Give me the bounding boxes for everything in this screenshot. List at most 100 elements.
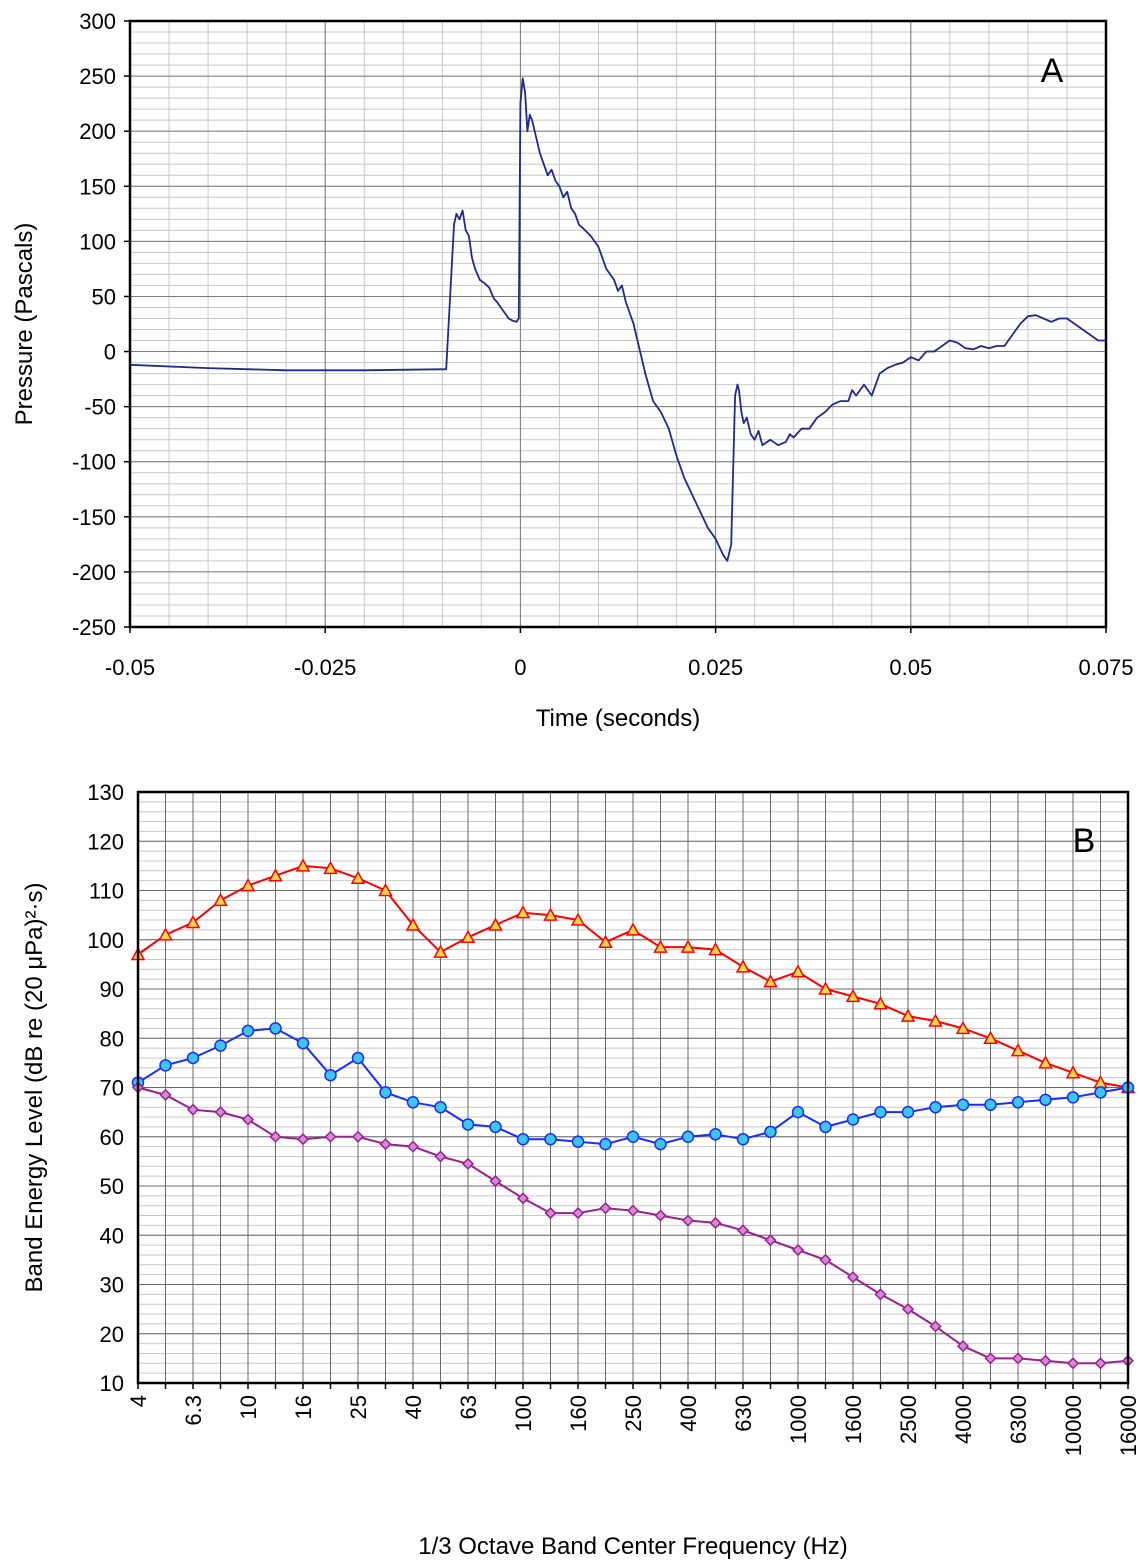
y-tick-label: 300 [79,9,116,34]
x-tick-label: -0.025 [294,655,356,680]
diamond-marker [929,1320,942,1333]
pressure-chart-x-axis-label: Time (seconds) [536,705,700,732]
y-tick-label: 120 [87,829,124,854]
diamond-marker [434,1150,447,1163]
triangle-marker [900,1008,916,1022]
triangle-marker [158,927,173,941]
circle-marker [791,1105,805,1119]
circle-marker [654,1137,667,1151]
circle-marker [1094,1086,1107,1099]
y-tick-label: 70 [100,1076,124,1101]
x-tick-label: 400 [676,1395,701,1432]
pressure-chart-panel: 300 250 200 150 100 50 0 -50 -100 -150 -200 -250 -0.… [11,9,1134,732]
diamond-marker [516,1192,530,1205]
x-tick-label: 160 [566,1395,591,1432]
y-tick-label: 60 [100,1125,124,1150]
triangle-marker [433,944,448,958]
circle-marker [1011,1096,1025,1109]
x-tick-label: 0 [514,655,526,680]
y-tick-label: 40 [100,1223,124,1248]
diamond-marker [654,1209,667,1222]
circle-marker [984,1098,997,1111]
pressure-series-line [129,77,1106,562]
diamond-marker [571,1207,585,1220]
y-tick-label: 110 [89,879,124,904]
band-energy-chart-series [130,858,1136,1370]
diamond-marker [544,1207,557,1220]
triangle-marker [708,942,723,956]
circle-marker [214,1039,227,1052]
band-energy-chart-grid [137,791,1129,1384]
diamond-marker [984,1352,997,1365]
diamond-marker [461,1157,475,1170]
diamond-marker [296,1133,310,1146]
triangle-marker [680,939,696,953]
circle-marker [406,1096,420,1109]
circle-marker [599,1137,612,1151]
diamond-marker [626,1204,640,1217]
y-tick-label: 90 [100,977,124,1002]
band-energy-chart-frame [136,790,1130,1385]
y-tick-label: 150 [79,174,116,199]
circle-marker [461,1118,475,1131]
circle-marker [764,1125,777,1139]
triangle-marker [598,934,613,948]
triangle-marker [653,939,668,953]
x-tick-label: 4000 [951,1395,976,1444]
triangle-marker [735,959,751,973]
triangle-marker [928,1013,943,1027]
diamond-marker [736,1224,750,1237]
y-tick-label: 130 [87,780,124,805]
circle-marker [434,1100,447,1114]
panel-label-a: A [1041,52,1064,90]
triangle-marker [1038,1055,1053,1069]
x-tick-label: 63 [456,1395,481,1419]
circle-marker [736,1132,750,1146]
triangle-marker [955,1020,971,1035]
y-tick-label: -100 [72,450,116,475]
circle-marker [571,1135,585,1148]
y-tick-label: 200 [79,119,116,144]
circle-marker [324,1068,337,1082]
triangle-marker [845,988,861,1003]
triangle-marker [1010,1042,1026,1057]
diamond-marker [269,1130,282,1143]
triangle-marker [488,917,503,931]
triangle-marker [1065,1065,1081,1079]
y-tick-label: -200 [72,560,116,585]
circle-marker [379,1086,392,1099]
triangle-marker [405,917,421,931]
y-tick-label: -50 [84,395,116,420]
triangle-marker [763,974,778,988]
x-tick-label: 4 [126,1395,151,1407]
x-tick-label: 10 [236,1395,261,1419]
y-tick-label: 80 [100,1026,124,1051]
triangle-marker [323,860,338,875]
x-tick-label: 16000 [1116,1395,1141,1456]
triangle-marker [543,907,558,921]
circle-marker [351,1051,365,1065]
triangle-marker [570,912,586,926]
diamond-marker [406,1140,420,1153]
diamond-marker [379,1138,392,1151]
diamond-marker [956,1340,970,1353]
y-tick-label: 50 [100,1174,124,1199]
diamond-marker [846,1271,860,1284]
y-tick-label: 100 [79,229,116,254]
diamond-marker [901,1303,915,1316]
triangle-marker [790,964,806,978]
diamond-marker [874,1288,887,1301]
circle-marker [819,1120,832,1134]
x-tick-label: 6300 [1006,1395,1031,1444]
x-tick-label: 630 [731,1395,756,1432]
diamond-marker [351,1130,365,1143]
y-tick-label: 20 [100,1322,124,1347]
circle-marker [544,1132,557,1146]
triangle-marker [185,914,201,929]
circle-marker [929,1100,942,1114]
x-tick-label: 6.3 [181,1395,206,1426]
circle-marker [1039,1093,1052,1107]
triangle-marker [268,868,283,882]
y-tick-label: 0 [104,340,116,365]
